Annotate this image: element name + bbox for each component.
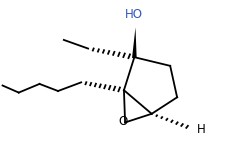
Text: HO: HO [125, 8, 143, 21]
Polygon shape [132, 27, 137, 58]
Text: H: H [197, 123, 205, 136]
Text: O: O [118, 115, 127, 128]
